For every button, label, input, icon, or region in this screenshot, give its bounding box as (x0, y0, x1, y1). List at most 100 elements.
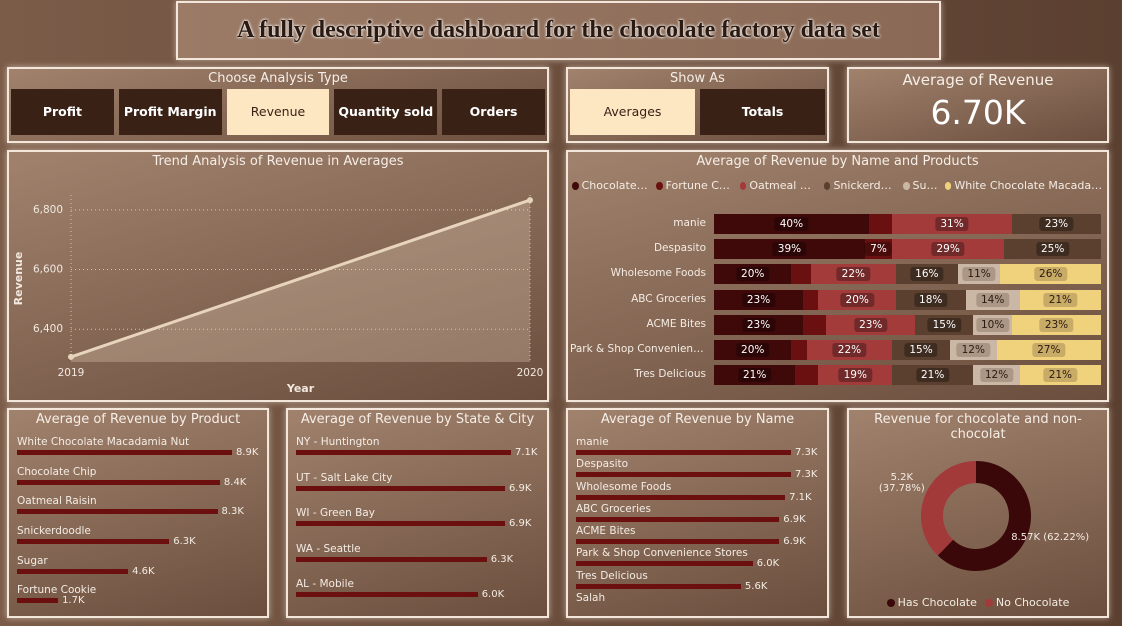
data-label: 15% (904, 343, 938, 357)
category-label: White Chocolate Macadamia Nut (17, 436, 190, 448)
legend-swatch (886, 599, 895, 607)
bar-segment (714, 239, 865, 260)
bar (576, 561, 753, 567)
legend-item: No Chocolate (984, 596, 1069, 609)
data-label: 12% (979, 368, 1014, 383)
data-label: 21% (737, 368, 772, 383)
bar-segment (714, 264, 792, 285)
bar-segment (1000, 264, 1101, 285)
category-label: Chocolate Chip (17, 465, 97, 478)
data-label: 4.6K (132, 565, 155, 577)
category-label: manie (673, 217, 706, 229)
data-label: 27% (1032, 343, 1066, 357)
legend-item: Has Chocolate (886, 596, 977, 609)
category-label: Wholesome Foods (610, 267, 706, 280)
bar (17, 568, 129, 574)
option-button[interactable]: Revenue (226, 89, 330, 135)
bar-segment (892, 214, 1012, 234)
bar-segment (803, 289, 819, 310)
category-label: ACME Bites (646, 317, 706, 330)
legend-label: Oatmeal Raisin (749, 179, 818, 192)
data-label: 10% (975, 317, 1010, 332)
data-label: 6.0K (481, 589, 505, 601)
legend-swatch (984, 599, 993, 607)
option-button[interactable]: Profit (11, 89, 114, 135)
bar (576, 516, 780, 522)
header-panel: A fully descriptive dashboard for the ch… (176, 1, 941, 60)
data-label: 23% (741, 317, 776, 332)
bar-segment (714, 214, 869, 234)
data-label: 20% (840, 292, 874, 307)
data-label: 5.6K (744, 580, 768, 592)
data-label: 29% (931, 242, 965, 257)
option-button[interactable]: Totals (700, 89, 825, 135)
data-label: 21% (1043, 368, 1078, 383)
bar (576, 450, 791, 455)
data-label: 6.9K (508, 482, 532, 494)
kpi-card: Average of Revenue 6.70K (847, 67, 1109, 143)
bar-segment (892, 239, 1005, 260)
bar (17, 509, 218, 515)
data-label: 6.9K (783, 513, 806, 525)
legend-item: Oatmeal Raisin (739, 179, 818, 192)
data-label: 25% (1035, 242, 1070, 257)
bar (17, 539, 170, 544)
legend-item: Fortune Cookie (655, 179, 734, 192)
y-tick-label: 6,400 (33, 323, 63, 335)
data-label: 6.0K (756, 558, 780, 570)
x-axis-title: Year (286, 382, 315, 395)
chart-panel: Trend Analysis of Revenue in Averages 6,4… (7, 150, 549, 402)
chart-panel: Average of Revenue by Name and Products C… (566, 150, 1109, 402)
option-button[interactable]: Orders (442, 89, 545, 135)
bar (296, 592, 478, 598)
point (527, 197, 533, 204)
x-tick-label: 2019 (58, 367, 85, 379)
bar-segment (810, 264, 896, 285)
show-as-panel: Show As Averages Totals (566, 67, 829, 143)
kpi-title: Average of Revenue (902, 71, 1054, 89)
bar-segment (714, 314, 803, 335)
option-button[interactable]: Profit Margin (118, 89, 222, 135)
panel-title: Show As (670, 71, 725, 86)
data-label: 23% (1039, 217, 1074, 231)
button-group: Averages Totals (570, 89, 825, 135)
bar (576, 539, 780, 544)
category-label: Park & Shop Convenience Stores (576, 547, 748, 560)
donut-chart (921, 461, 1031, 571)
option-button[interactable]: Averages (570, 89, 695, 135)
bar (296, 450, 511, 455)
data-label: 40% (774, 217, 809, 231)
data-label: 20% (736, 267, 770, 282)
category-label: WA - Seattle (296, 542, 361, 555)
data-label: 21% (915, 368, 950, 383)
bar (17, 450, 232, 455)
data-label: 8.4K (223, 476, 247, 488)
chart-panel: Average of Revenue by Product White Choco… (7, 408, 269, 618)
data-label: 6.9K (783, 536, 806, 547)
bar-segment (915, 314, 974, 335)
option-button[interactable]: Quantity sold (334, 89, 438, 135)
category-label: Despasito (653, 242, 706, 255)
donut-slice (937, 461, 1031, 571)
chart-title: Average of Revenue by Name (600, 412, 795, 427)
chart-panel: Average of Revenue by State & City NY - H… (286, 408, 549, 618)
category-label: Salah (576, 591, 606, 604)
bar (296, 521, 505, 527)
chart-title: Trend Analysis of Revenue in Averages (152, 154, 404, 169)
bar-segment (826, 314, 916, 335)
bar-segment (957, 264, 1001, 285)
category-label: UT - Salt Lake City (296, 471, 393, 484)
button-group: Profit Profit Margin Revenue Quantity sold O… (11, 89, 545, 135)
legend-label: Sugar (912, 179, 939, 192)
legend-label: White Chocolate Macadamia Nut (954, 179, 1103, 192)
category-label: Park & Shop Convenience Stores (570, 343, 706, 355)
chart-title: Average of Revenue by Product (35, 412, 241, 427)
legend: Has Chocolate No Chocolate (849, 596, 1107, 609)
legend-label: Fortune Cookie (665, 179, 734, 192)
bar (296, 485, 505, 491)
data-label: 21% (1043, 292, 1078, 307)
data-label: 23% (741, 292, 776, 307)
bar-segment (806, 340, 892, 360)
bar-segment (864, 239, 892, 260)
bar (296, 556, 487, 562)
